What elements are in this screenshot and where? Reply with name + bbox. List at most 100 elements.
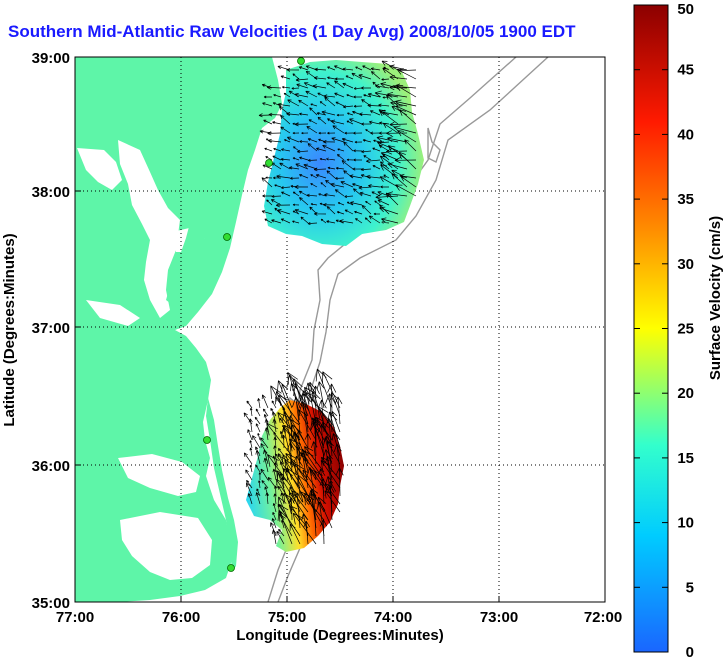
velocity-vector [350, 201, 363, 206]
velocity-vector [298, 66, 309, 71]
velocity-vector [310, 417, 325, 457]
velocity-vector [265, 156, 273, 161]
velocity-vector [327, 66, 336, 71]
velocity-vector [281, 85, 291, 89]
velocity-vector [273, 493, 277, 505]
velocity-vector [339, 219, 354, 224]
velocity-vector [387, 191, 408, 198]
velocity-vector [386, 130, 408, 137]
velocity-vector [335, 166, 345, 170]
velocity-vector [379, 206, 399, 215]
velocity-vector [344, 209, 354, 215]
velocity-vector [397, 130, 417, 143]
velocity-vector [287, 99, 300, 107]
velocity-vector [255, 492, 261, 505]
velocity-vectors [243, 60, 417, 545]
velocity-vector [323, 203, 336, 207]
velocity-vector [319, 157, 327, 161]
velocity-vector [366, 174, 381, 179]
velocity-vector [324, 490, 341, 513]
velocity-vector [368, 184, 381, 188]
velocity-vector [272, 468, 277, 481]
velocity-vector [304, 433, 312, 457]
velocity-vector [258, 480, 261, 489]
velocity-vector [272, 511, 277, 521]
velocity-vector [276, 174, 291, 179]
velocity-vector [299, 140, 309, 143]
y-axis-label: Latitude (Degrees:Minutes) [1, 233, 18, 426]
velocity-vector [362, 65, 372, 71]
velocity-vector [245, 469, 253, 481]
velocity-vector [363, 94, 372, 98]
velocity-vector [331, 137, 345, 143]
colorbar-tick-label: 35 [677, 191, 694, 208]
map-title: Southern Mid-Atlantic Raw Velocities (1 … [8, 22, 576, 41]
velocity-vector [271, 529, 277, 545]
velocity-vector [267, 131, 282, 136]
velocity-vector [375, 193, 399, 201]
velocity-vector [258, 472, 262, 481]
velocity-vector [352, 188, 363, 197]
colorbar-tick-label: 30 [677, 256, 694, 273]
velocity-vector [243, 452, 253, 465]
velocity-vector [342, 105, 354, 109]
velocity-vector [387, 145, 408, 161]
velocity-vector [351, 72, 363, 80]
velocity-vector [299, 174, 309, 179]
velocity-vector [247, 429, 253, 441]
velocity-vector [254, 416, 261, 425]
velocity-vector [312, 84, 327, 89]
tick-marks [74, 56, 606, 603]
velocity-vector [360, 167, 372, 172]
velocity-vector [288, 438, 317, 473]
velocity-vector [370, 131, 381, 135]
y-tick-label: 36:00 [32, 458, 70, 475]
velocity-vector [272, 121, 282, 125]
velocity-vector [313, 76, 327, 80]
velocity-vector [261, 210, 273, 215]
velocity-vector [354, 140, 363, 144]
velocity-vector [268, 112, 282, 117]
velocity-vector [255, 408, 261, 417]
velocity-vector [377, 141, 399, 152]
velocity-vector [326, 82, 336, 89]
velocity-vector [394, 157, 417, 164]
velocity-vector [280, 126, 291, 134]
velocity-vector [395, 184, 417, 197]
velocity-vector [262, 194, 273, 198]
velocity-vector [342, 67, 354, 71]
velocity-vector [278, 394, 301, 425]
velocity-vector [326, 170, 336, 179]
velocity-vector [286, 112, 300, 116]
velocity-vector [278, 528, 285, 537]
velocity-vector [267, 477, 277, 489]
velocity-vector [310, 183, 318, 188]
velocity-vector [327, 411, 341, 449]
velocity-vector [265, 492, 269, 505]
velocity-vector [320, 182, 327, 188]
velocity-vector [286, 467, 309, 505]
velocity-vector [326, 206, 336, 215]
velocity-vector [387, 136, 408, 143]
colorbar-tick-label: 40 [677, 126, 694, 143]
velocity-vector [337, 148, 345, 152]
velocity-vector [292, 203, 300, 206]
x-axis-label: Longitude (Degrees:Minutes) [236, 627, 444, 644]
velocity-vector [257, 398, 261, 409]
velocity-vector [307, 138, 318, 143]
velocity-vector [383, 174, 390, 179]
velocity-vector [365, 129, 372, 134]
velocity-vector [292, 210, 300, 215]
velocity-vector [246, 400, 253, 409]
velocity-vector [274, 453, 301, 489]
velocity-vector [252, 435, 261, 449]
velocity-vector [289, 523, 301, 545]
velocity-vector [343, 141, 354, 152]
velocity-vector [303, 163, 318, 170]
velocity-vector [353, 131, 363, 135]
velocity-vector [273, 485, 278, 497]
velocity-vector [360, 174, 372, 179]
velocity-vector [274, 184, 282, 188]
velocity-vector [353, 104, 363, 108]
velocity-vector [352, 167, 363, 171]
